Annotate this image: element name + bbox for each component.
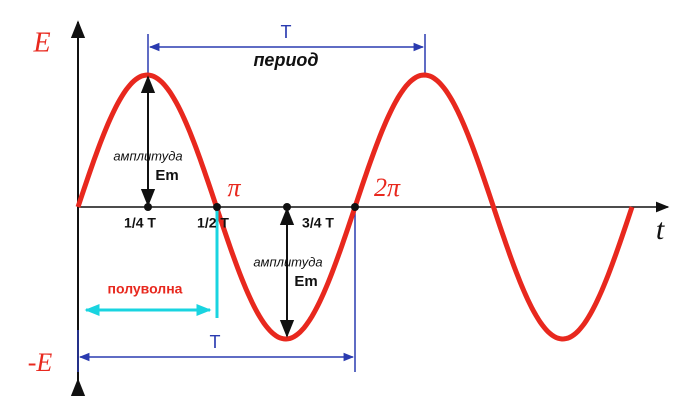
period-caption: период: [253, 50, 318, 70]
dot: [351, 203, 359, 211]
amplitude-symbol: Em: [155, 167, 178, 184]
y-bottom-label: -E: [28, 348, 53, 377]
amplitude-caption: амплитуда: [253, 254, 322, 269]
quarter-label: 1/4 T: [124, 215, 156, 231]
amplitude-symbol: Em: [294, 273, 317, 290]
x-label: t: [656, 213, 665, 246]
half-wave-label: полуволна: [108, 281, 183, 297]
y-top-label: E: [32, 27, 50, 58]
two-pi-label: 2π: [374, 173, 401, 202]
three-quarter-label: 3/4 T: [302, 215, 334, 231]
dot: [213, 203, 221, 211]
pi-label: π: [227, 173, 241, 202]
dot: [283, 203, 291, 211]
dot: [144, 203, 152, 211]
period-symbol: T: [210, 332, 221, 352]
half-label: 1/2 T: [197, 215, 229, 231]
amplitude-caption: амплитуда: [113, 148, 182, 163]
period-symbol: T: [281, 22, 292, 42]
